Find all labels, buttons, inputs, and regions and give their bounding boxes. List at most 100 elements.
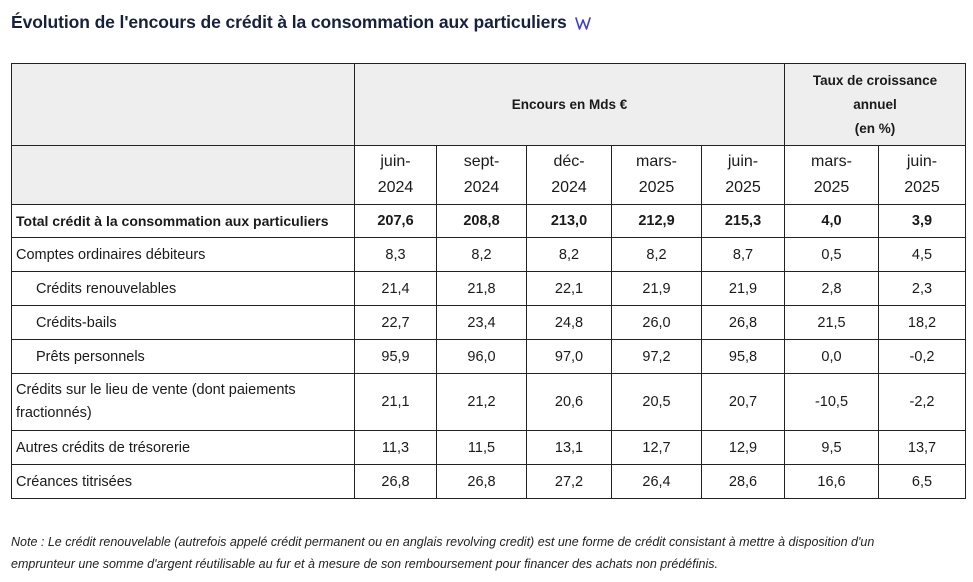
table-cell: 97,0 bbox=[526, 339, 612, 374]
period-header: juin- 2025 bbox=[878, 145, 966, 205]
table-cell: 8,3 bbox=[354, 237, 437, 272]
period-header: juin- 2024 bbox=[354, 145, 437, 205]
table-cell: 212,9 bbox=[611, 204, 702, 238]
period-month: déc- bbox=[553, 153, 585, 170]
table-row: Crédits renouvelables 21,4 21,8 22,1 21,… bbox=[11, 271, 966, 306]
table-cell: 3,9 bbox=[878, 204, 966, 238]
period-month: juin- bbox=[906, 153, 938, 170]
table-row: Autres crédits de trésorerie 11,3 11,5 1… bbox=[11, 430, 966, 465]
table-cell: 18,2 bbox=[878, 305, 966, 340]
row-label: Crédits sur le lieu de vente (dont paiem… bbox=[11, 373, 355, 431]
table-cell: -10,5 bbox=[784, 373, 879, 431]
period-year: 2025 bbox=[813, 179, 850, 196]
table-cell: -0,2 bbox=[878, 339, 966, 374]
table-cell: 21,9 bbox=[701, 271, 785, 306]
page-title: Évolution de l'encours de crédit à la co… bbox=[11, 12, 567, 32]
table-row: Crédits sur le lieu de vente (dont paiem… bbox=[11, 373, 966, 431]
period-header: mars- 2025 bbox=[784, 145, 879, 205]
table-cell: 26,0 bbox=[611, 305, 702, 340]
table-cell: 207,6 bbox=[354, 204, 437, 238]
footnote: Note : Le crédit renouvelable (autrefois… bbox=[11, 535, 875, 571]
header-row-groups: Encours en Mds € Taux de croissance annu… bbox=[11, 63, 966, 146]
table-cell: 8,7 bbox=[701, 237, 785, 272]
table-cell: 21,8 bbox=[436, 271, 527, 306]
table-cell: 213,0 bbox=[526, 204, 612, 238]
table-cell: 26,8 bbox=[354, 464, 437, 499]
table-cell: 27,2 bbox=[526, 464, 612, 499]
table-cell: 215,3 bbox=[701, 204, 785, 238]
row-label: Créances titrisées bbox=[11, 464, 355, 499]
row-label: Crédits-bails bbox=[11, 305, 355, 340]
table-row: Créances titrisées 26,8 26,8 27,2 26,4 2… bbox=[11, 464, 966, 499]
table-cell: 21,9 bbox=[611, 271, 702, 306]
table-cell: 4,5 bbox=[878, 237, 966, 272]
header-taux-line: (en %) bbox=[854, 120, 896, 136]
period-month: mars- bbox=[811, 153, 852, 170]
period-month: juin- bbox=[380, 153, 411, 170]
table-cell: 26,8 bbox=[701, 305, 785, 340]
row-label: Total crédit à la consommation aux parti… bbox=[11, 204, 355, 238]
header-row-periods: juin- 2024 sept- 2024 déc- 2024 mars- 2025 j… bbox=[11, 145, 966, 205]
table-row-total: Total crédit à la consommation aux parti… bbox=[11, 204, 966, 238]
table-cell: 6,5 bbox=[878, 464, 966, 499]
header-blank-cell bbox=[11, 63, 355, 146]
table-cell: 21,2 bbox=[436, 373, 527, 431]
table-cell: 24,8 bbox=[526, 305, 612, 340]
period-year: 2024 bbox=[463, 179, 500, 196]
table-row: Crédits-bails 22,7 23,4 24,8 26,0 26,8 2… bbox=[11, 305, 966, 340]
table-cell: 8,2 bbox=[436, 237, 527, 272]
table-cell: 20,7 bbox=[701, 373, 785, 431]
table-cell: 9,5 bbox=[784, 430, 879, 465]
header-taux-line: Taux de croissance bbox=[812, 72, 938, 88]
table-cell: 23,4 bbox=[436, 305, 527, 340]
table-cell: 22,1 bbox=[526, 271, 612, 306]
header-blank-cell bbox=[11, 145, 355, 205]
table-cell: 208,8 bbox=[436, 204, 527, 238]
table-cell: 20,6 bbox=[526, 373, 612, 431]
title-row: Évolution de l'encours de crédit à la co… bbox=[11, 12, 591, 33]
table-cell: 96,0 bbox=[436, 339, 527, 374]
table-cell: 12,7 bbox=[611, 430, 702, 465]
wikipedia-w-icon[interactable] bbox=[574, 15, 591, 31]
table-cell: 0,5 bbox=[784, 237, 879, 272]
table-cell: 97,2 bbox=[611, 339, 702, 374]
table-cell: -2,2 bbox=[878, 373, 966, 431]
table-cell: 95,9 bbox=[354, 339, 437, 374]
table-cell: 26,4 bbox=[611, 464, 702, 499]
table-row: Comptes ordinaires débiteurs 8,3 8,2 8,2… bbox=[11, 237, 966, 272]
period-year: 2025 bbox=[725, 179, 761, 196]
row-label: Crédits renouvelables bbox=[11, 271, 355, 306]
period-year: 2025 bbox=[904, 179, 940, 196]
table-cell: 28,6 bbox=[701, 464, 785, 499]
table-cell: 2,3 bbox=[878, 271, 966, 306]
period-year: 2024 bbox=[377, 179, 414, 196]
row-label: Prêts personnels bbox=[11, 339, 355, 374]
period-month: mars- bbox=[636, 153, 677, 170]
table-cell: 8,2 bbox=[526, 237, 612, 272]
table-cell: 11,3 bbox=[354, 430, 437, 465]
header-taux: Taux de croissance annuel (en %) bbox=[784, 63, 966, 146]
header-taux-line: annuel bbox=[853, 96, 897, 112]
table-cell: 22,7 bbox=[354, 305, 437, 340]
period-year: 2024 bbox=[551, 179, 587, 196]
table-cell: 4,0 bbox=[784, 204, 879, 238]
table-cell: 20,5 bbox=[611, 373, 702, 431]
table-cell: 26,8 bbox=[436, 464, 527, 499]
table-cell: 8,2 bbox=[611, 237, 702, 272]
table-cell: 13,1 bbox=[526, 430, 612, 465]
row-label: Comptes ordinaires débiteurs bbox=[11, 237, 355, 272]
period-header: déc- 2024 bbox=[526, 145, 612, 205]
table-row: Prêts personnels 95,9 96,0 97,0 97,2 95,… bbox=[11, 339, 966, 374]
table-cell: 21,4 bbox=[354, 271, 437, 306]
table-cell: 95,8 bbox=[701, 339, 785, 374]
period-year: 2025 bbox=[638, 179, 675, 196]
row-label: Autres crédits de trésorerie bbox=[11, 430, 355, 465]
period-month: juin- bbox=[727, 153, 759, 170]
credit-table: Encours en Mds € Taux de croissance annu… bbox=[11, 63, 966, 499]
header-encours: Encours en Mds € bbox=[354, 63, 785, 146]
table-cell: 12,9 bbox=[701, 430, 785, 465]
table-cell: 16,6 bbox=[784, 464, 879, 499]
table-cell: 13,7 bbox=[878, 430, 966, 465]
table-cell: 2,8 bbox=[784, 271, 879, 306]
period-header: sept- 2024 bbox=[436, 145, 527, 205]
